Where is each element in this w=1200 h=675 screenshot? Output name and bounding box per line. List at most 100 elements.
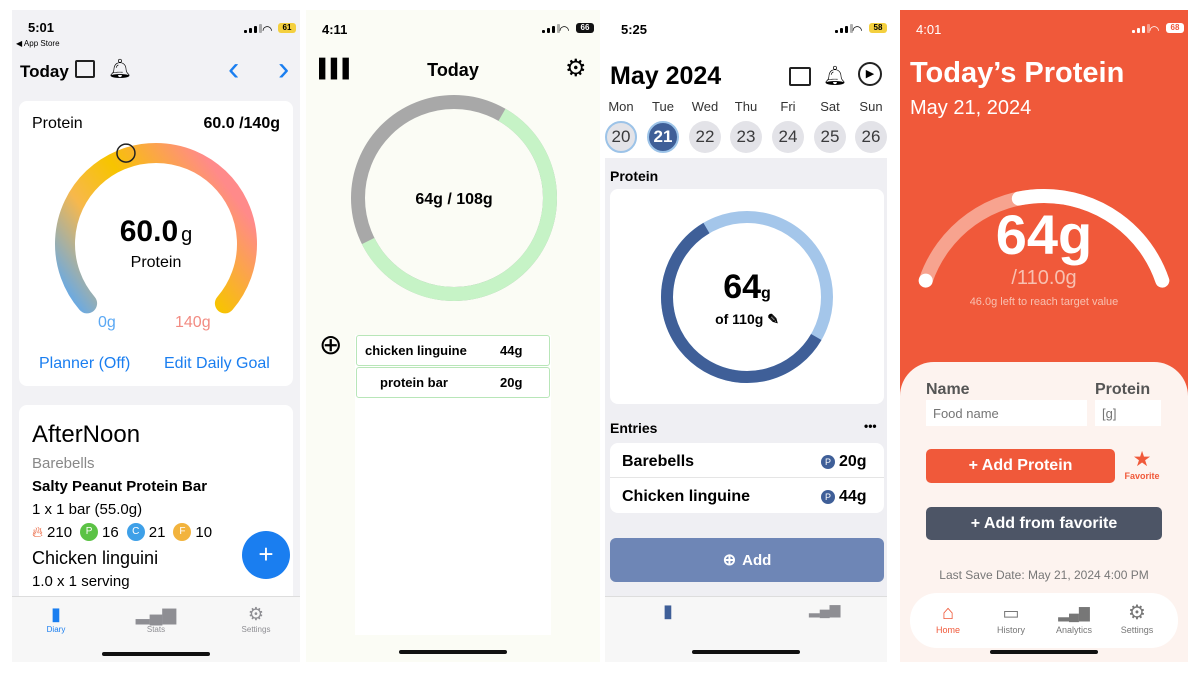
gauge-knob[interactable]	[116, 143, 136, 163]
bar-chart-icon: ▂▄▆	[135, 604, 177, 624]
food-name-2[interactable]: Chicken linguini	[32, 548, 159, 568]
food-name[interactable]: Salty Peanut Protein Bar	[32, 478, 208, 495]
page-title: Today’s Protein	[910, 57, 1125, 89]
back-to-app-store-link[interactable]: ◀ App Store	[16, 39, 60, 48]
food-quantity-2: 1.0 x 1 serving	[32, 573, 130, 590]
day-cell[interactable]: 25	[814, 121, 846, 153]
battery-icon: 66	[576, 23, 594, 33]
day-cell[interactable]: 24	[772, 121, 804, 153]
flame-icon: 🔥︎	[32, 523, 44, 541]
protein-card-label: Protein	[32, 115, 83, 132]
protein-grams-input[interactable]	[1095, 400, 1161, 426]
tab-stats[interactable]: ▂▄▆ Stats	[121, 603, 191, 634]
day-cell[interactable]: 23	[730, 121, 762, 153]
more-options-icon[interactable]: •••	[864, 419, 877, 433]
day-cell-selected[interactable]: 21	[647, 121, 679, 153]
add-entry-button[interactable]: ⊕	[319, 329, 343, 360]
gauge-arc	[55, 143, 257, 314]
signal-icon	[1132, 24, 1150, 33]
ring-progress	[351, 95, 557, 301]
add-button[interactable]: ⊕ Add	[610, 538, 884, 582]
bell-icon[interactable]: 🔔︎	[823, 66, 848, 87]
add-from-favorite-button[interactable]: + Add from favorite	[926, 507, 1162, 540]
month-title[interactable]: May 2024	[610, 62, 722, 90]
day-cell[interactable]: 22	[689, 121, 721, 153]
add-protein-button[interactable]: + Add Protein	[926, 449, 1115, 483]
gear-icon[interactable]: ⚙	[565, 55, 587, 82]
protein-target: /110.0g	[1011, 267, 1077, 289]
status-time: 5:25	[621, 22, 648, 37]
weekday-label: Mon	[608, 99, 634, 114]
planner-button[interactable]: Planner (Off)	[39, 355, 131, 372]
tab-bar: ⌂ Home ▭ History ▂▄▇ Analytics ⚙ Settings	[910, 593, 1178, 648]
protein-card: Protein 60.0 /140g 60.0 g Protein 0g 140g…	[19, 101, 293, 386]
entry-amount: 44g	[500, 343, 523, 358]
tab-diary[interactable]: ▮ Diary	[21, 603, 91, 634]
home-indicator	[102, 652, 210, 656]
entry-amount: 44g	[839, 488, 867, 505]
ring-label: 64g / 108g	[415, 191, 493, 208]
food-name-input[interactable]	[926, 400, 1087, 426]
gauge-center-value: 60.0	[119, 215, 179, 248]
simple-tracker-screen: 4:11 ◠ 66 ▌▌▌ Today ⚙ 64g / 108g ⊕ chick…	[306, 10, 600, 662]
ring-center: 64g	[610, 268, 884, 307]
gauge-center-label: Protein	[130, 254, 182, 271]
tab-settings[interactable]: ⚙ Settings	[221, 603, 291, 634]
bar-chart-icon[interactable]: ▂▄▆	[809, 601, 841, 617]
book-icon: ▮	[51, 604, 61, 624]
nav-title: Today	[20, 62, 69, 81]
tab-history[interactable]: ▭ History	[986, 601, 1036, 635]
settings-icon[interactable]: ▶	[858, 62, 882, 86]
gauge-center: 60.0 g	[19, 215, 293, 249]
stats-icon[interactable]: ▌▌▌	[319, 58, 355, 78]
day-cell[interactable]: 26	[855, 121, 887, 153]
meal-section-title: AfterNoon	[32, 421, 141, 448]
wifi-icon: ◠	[559, 23, 570, 37]
bell-icon[interactable]: 🔔︎	[108, 59, 133, 80]
edit-daily-goal-button[interactable]: Edit Daily Goal	[164, 355, 270, 372]
add-food-fab[interactable]: +	[242, 531, 290, 579]
entries-list: chicken linguine 44g protein bar 20g	[355, 335, 551, 635]
carbs-value: 21	[148, 523, 166, 541]
gauge-center-unit: g	[181, 224, 193, 246]
day-cell[interactable]: 20	[605, 121, 637, 153]
favorite-button[interactable]: ★ Favorite	[1122, 449, 1162, 482]
protein-value: 64g	[995, 203, 1093, 266]
list-item[interactable]: protein bar 20g	[356, 367, 550, 398]
list-item[interactable]: chicken linguine 44g	[356, 335, 550, 366]
entry-amount: 20g	[500, 375, 523, 390]
calendar-icon[interactable]	[75, 60, 95, 78]
battery-icon: 58	[869, 23, 887, 33]
protein-ring-card: 64g of 110g ✎	[610, 189, 884, 404]
macro-row: 🔥︎ 210 P 16 C 21 F 10	[32, 523, 212, 541]
weekday-label: Fri	[780, 99, 796, 114]
name-label: Name	[926, 381, 970, 398]
book-icon[interactable]: ▮	[663, 601, 673, 621]
home-indicator	[692, 650, 800, 654]
tab-analytics[interactable]: ▂▄▇ Analytics	[1049, 601, 1099, 635]
tab-settings[interactable]: ⚙ Settings	[1112, 601, 1162, 635]
calendar-icon[interactable]	[789, 67, 811, 86]
protein-badge-icon: P	[821, 490, 835, 504]
wifi-icon: ◠	[852, 23, 863, 37]
tab-home[interactable]: ⌂ Home	[923, 601, 973, 635]
calendar-tracker-screen: 5:25 ◠ 58 May 2024 🔔︎ ▶ Mon Tue Wed Thu …	[605, 10, 887, 662]
next-day-button[interactable]: ›	[278, 50, 290, 88]
status-time: 4:11	[322, 22, 348, 37]
plus-circle-icon: ⊕	[722, 552, 737, 569]
weekday-label: Thu	[734, 99, 758, 114]
gauge-max-label: 140g	[175, 314, 211, 331]
home-indicator	[399, 650, 507, 654]
list-item[interactable]: Chicken linguine P 44g	[610, 478, 884, 513]
calories-value: 210	[47, 523, 73, 541]
food-brand: Barebells	[32, 455, 95, 472]
status-bar: 5:25 ◠ 58	[605, 10, 887, 46]
entry-amount: 20g	[839, 453, 867, 470]
progress-ring	[661, 211, 833, 383]
prev-day-button[interactable]: ‹	[228, 50, 240, 88]
ring-value: 64	[723, 268, 762, 306]
list-item[interactable]: Barebells P 20g	[610, 443, 884, 478]
section-protein-title: Protein	[610, 168, 659, 184]
ring-goal[interactable]: of 110g ✎	[715, 311, 779, 327]
diary-app-screen: 5:01 ◀ App Store ◠ 61 Today 🔔︎ ‹ › Prote…	[12, 10, 300, 662]
